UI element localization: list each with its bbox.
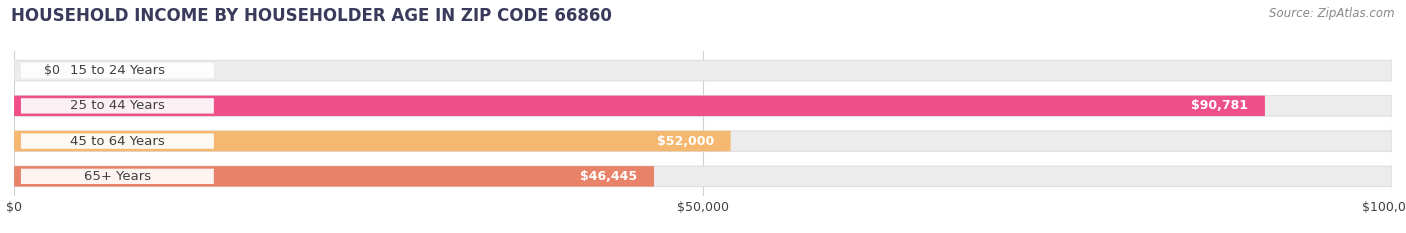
Text: Source: ZipAtlas.com: Source: ZipAtlas.com [1270, 7, 1395, 20]
Text: $52,000: $52,000 [657, 135, 714, 148]
Text: 25 to 44 Years: 25 to 44 Years [70, 99, 165, 112]
FancyBboxPatch shape [14, 96, 1265, 116]
Text: HOUSEHOLD INCOME BY HOUSEHOLDER AGE IN ZIP CODE 66860: HOUSEHOLD INCOME BY HOUSEHOLDER AGE IN Z… [11, 7, 612, 25]
Text: 15 to 24 Years: 15 to 24 Years [70, 64, 165, 77]
Text: $46,445: $46,445 [581, 170, 637, 183]
Text: $90,781: $90,781 [1191, 99, 1249, 112]
FancyBboxPatch shape [14, 166, 654, 187]
FancyBboxPatch shape [14, 131, 1392, 151]
FancyBboxPatch shape [21, 98, 214, 113]
Text: 65+ Years: 65+ Years [84, 170, 150, 183]
FancyBboxPatch shape [14, 166, 1392, 187]
Text: $0: $0 [45, 64, 60, 77]
FancyBboxPatch shape [14, 96, 1392, 116]
Text: 45 to 64 Years: 45 to 64 Years [70, 135, 165, 148]
FancyBboxPatch shape [14, 60, 1392, 81]
FancyBboxPatch shape [21, 63, 214, 78]
FancyBboxPatch shape [14, 131, 731, 151]
FancyBboxPatch shape [21, 169, 214, 184]
FancyBboxPatch shape [21, 134, 214, 149]
